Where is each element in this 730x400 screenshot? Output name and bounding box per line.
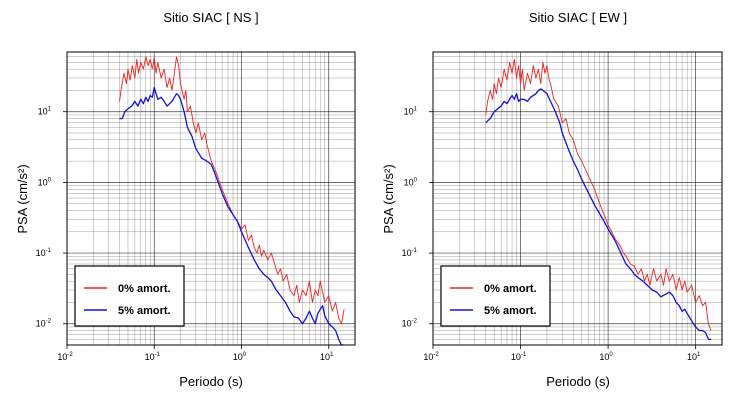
series-line-blue-ns: [119, 86, 345, 346]
chart-ew: Sitio SIAC [ EW ] 10-2 10-1 100 101 10-210-…: [381, 10, 723, 389]
x-tick-labels-ns: 10-2 10-1 100 101: [57, 345, 334, 362]
x-tick-label: 10-2: [57, 352, 73, 362]
series-line-red-ns: [119, 56, 345, 325]
series-line-red-ew: [485, 58, 712, 331]
y-tick-label: 10-2: [402, 319, 418, 329]
y-tick-labels-ew: 10-2 10-1 100 101: [402, 107, 433, 329]
legend-ns: 0% amort. 5% amort.: [74, 265, 185, 327]
y-tick-labels-ns: 10-2 10-1 100 101: [36, 107, 67, 329]
x-tick-label: 10-1: [511, 352, 527, 362]
plot-frame-ns: [66, 51, 356, 346]
series-line-blue-ew: [485, 88, 712, 341]
chart-title-ns: Sitio SIAC [ NS ]: [163, 10, 258, 25]
y-axis-title-ns: PSA (cm/s²): [15, 164, 30, 233]
series-group-ew: [485, 58, 712, 341]
legend-label-red-ew: 0% amort.: [484, 283, 537, 295]
y-tick-label: 101: [38, 107, 52, 117]
grid-ew: [433, 52, 722, 345]
y-tick-label: 100: [38, 177, 52, 187]
legend-box-ew: [440, 265, 551, 327]
x-axis-title-ew: Periodo (s): [546, 374, 610, 389]
y-tick-label: 100: [404, 177, 418, 187]
x-tick-label: 10-1: [145, 352, 161, 362]
legend-box-ns: [74, 265, 185, 327]
y-axis-title-ew: PSA (cm/s²): [381, 164, 396, 233]
plot-frame-ew: [432, 51, 723, 346]
legend-label-blue-ew: 5% amort.: [484, 305, 537, 317]
legend-ew: 0% amort. 5% amort.: [440, 265, 551, 327]
chart-ns: Sitio SIAC [ NS ] 10-2 10-1 100 101 10-210-…: [15, 10, 356, 389]
legend-label-blue-ns: 5% amort.: [118, 305, 171, 317]
legend-label-red-ns: 0% amort.: [118, 283, 171, 295]
x-tick-label: 100: [233, 352, 247, 362]
y-tick-label: 10-1: [402, 248, 418, 258]
x-tick-label: 10-2: [423, 352, 439, 362]
x-axis-title-ns: Periodo (s): [179, 374, 243, 389]
y-tick-label: 10-1: [36, 248, 52, 258]
y-tick-label: 10-2: [36, 319, 52, 329]
x-tick-label: 101: [320, 352, 334, 362]
series-group-ns: [119, 56, 345, 346]
x-tick-label: 101: [687, 352, 701, 362]
chart-title-ew: Sitio SIAC [ EW ]: [529, 10, 627, 25]
x-tick-label: 100: [599, 352, 613, 362]
y-tick-label: 101: [404, 107, 418, 117]
x-tick-labels-ew: 10-2 10-1 100 101: [423, 345, 701, 362]
